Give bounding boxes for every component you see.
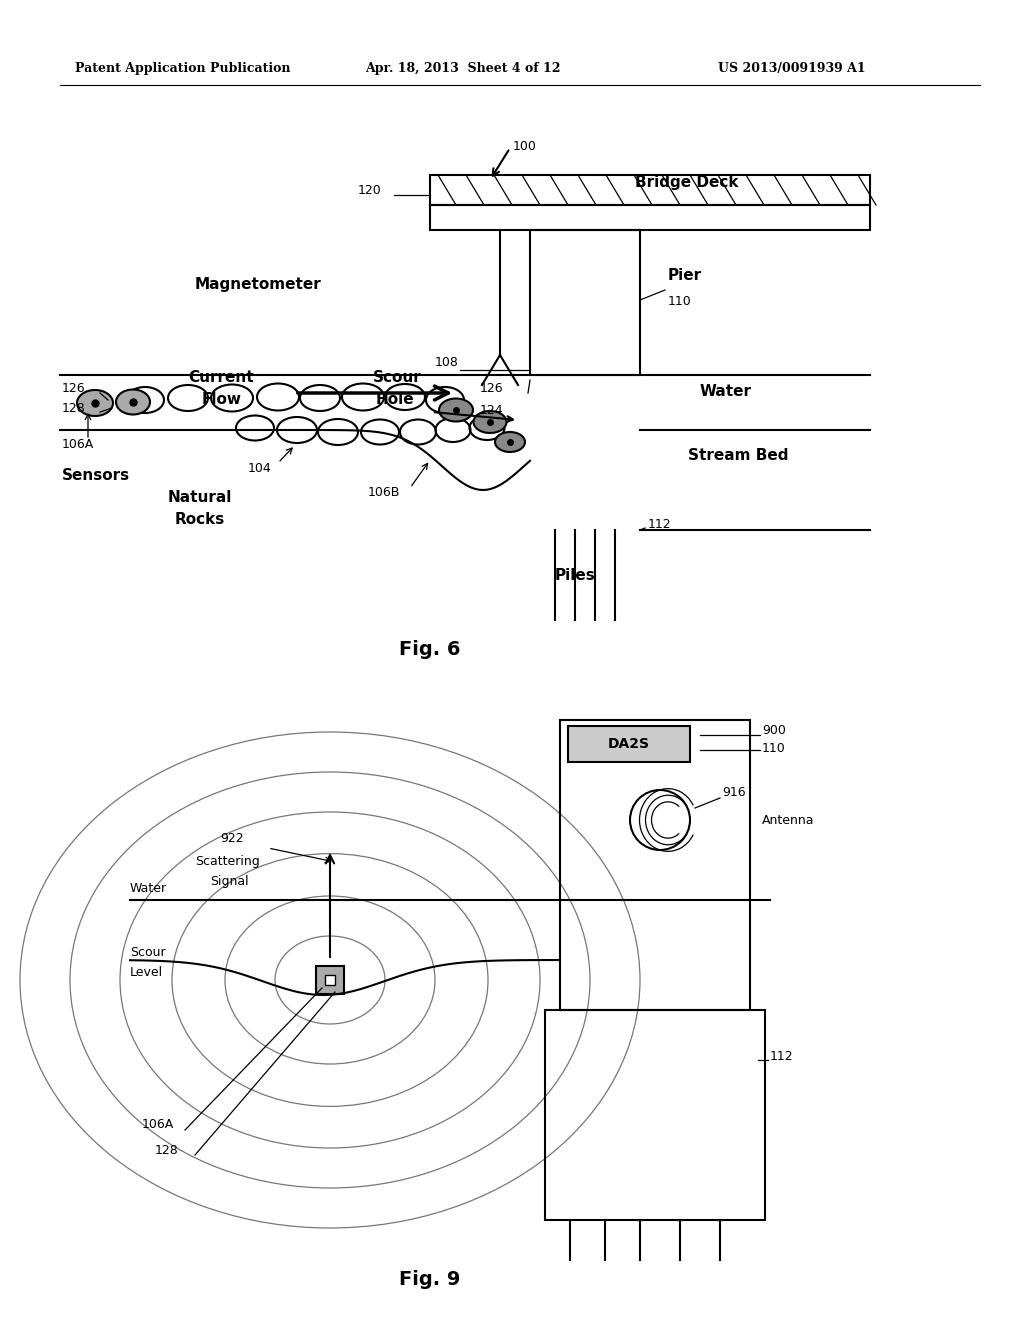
- Ellipse shape: [473, 411, 507, 433]
- Text: Patent Application Publication: Patent Application Publication: [75, 62, 291, 75]
- Text: 124: 124: [480, 404, 504, 417]
- Text: Scour: Scour: [130, 945, 166, 958]
- Bar: [325, 975, 335, 985]
- Text: 120: 120: [358, 183, 382, 197]
- Text: 110: 110: [668, 294, 692, 308]
- Text: 112: 112: [770, 1049, 794, 1063]
- Text: 916: 916: [722, 787, 745, 800]
- Bar: [530, 230, 640, 375]
- Bar: [430, 205, 870, 230]
- Bar: [568, 726, 690, 762]
- Text: 104: 104: [248, 462, 271, 474]
- Text: Scour: Scour: [373, 371, 422, 385]
- Text: Water: Water: [700, 384, 752, 400]
- Text: 112: 112: [648, 517, 672, 531]
- Text: Water: Water: [130, 882, 167, 895]
- Text: 106B: 106B: [368, 487, 400, 499]
- Bar: [430, 176, 870, 205]
- Ellipse shape: [77, 389, 113, 416]
- Text: Level: Level: [130, 965, 163, 978]
- Text: Natural: Natural: [168, 490, 232, 504]
- Text: 106A: 106A: [62, 438, 94, 451]
- Text: 900: 900: [762, 725, 785, 738]
- Text: 100: 100: [513, 140, 537, 153]
- Text: 128: 128: [62, 401, 86, 414]
- Text: Antenna: Antenna: [762, 813, 814, 826]
- Text: 126: 126: [62, 381, 86, 395]
- Text: 922: 922: [220, 832, 244, 845]
- Ellipse shape: [116, 389, 150, 414]
- Text: 106A: 106A: [142, 1118, 174, 1131]
- Bar: [316, 966, 344, 994]
- Text: Magnetometer: Magnetometer: [195, 277, 322, 293]
- Text: Piles: Piles: [555, 568, 596, 582]
- Text: Pier: Pier: [668, 268, 702, 282]
- Text: Apr. 18, 2013  Sheet 4 of 12: Apr. 18, 2013 Sheet 4 of 12: [365, 62, 560, 75]
- Text: Bridge Deck: Bridge Deck: [635, 176, 738, 190]
- Bar: [560, 719, 750, 1010]
- Text: Rocks: Rocks: [175, 512, 225, 528]
- Text: Hole: Hole: [376, 392, 415, 408]
- Text: Flow: Flow: [202, 392, 242, 408]
- Text: 108: 108: [435, 355, 459, 368]
- Text: 110: 110: [762, 742, 785, 755]
- Text: Signal: Signal: [210, 875, 249, 888]
- Text: US 2013/0091939 A1: US 2013/0091939 A1: [718, 62, 865, 75]
- Text: DA2S: DA2S: [608, 737, 650, 751]
- Text: Current: Current: [188, 371, 254, 385]
- Bar: [545, 1010, 765, 1220]
- Circle shape: [630, 789, 690, 850]
- Text: 128: 128: [155, 1143, 179, 1156]
- Text: Fig. 9: Fig. 9: [399, 1270, 461, 1290]
- Text: Fig. 6: Fig. 6: [399, 640, 461, 659]
- Ellipse shape: [439, 399, 473, 421]
- Text: Stream Bed: Stream Bed: [688, 447, 788, 462]
- Ellipse shape: [495, 432, 525, 451]
- Text: Scattering: Scattering: [195, 855, 260, 869]
- Text: 126: 126: [480, 381, 504, 395]
- Text: Sensors: Sensors: [62, 467, 130, 483]
